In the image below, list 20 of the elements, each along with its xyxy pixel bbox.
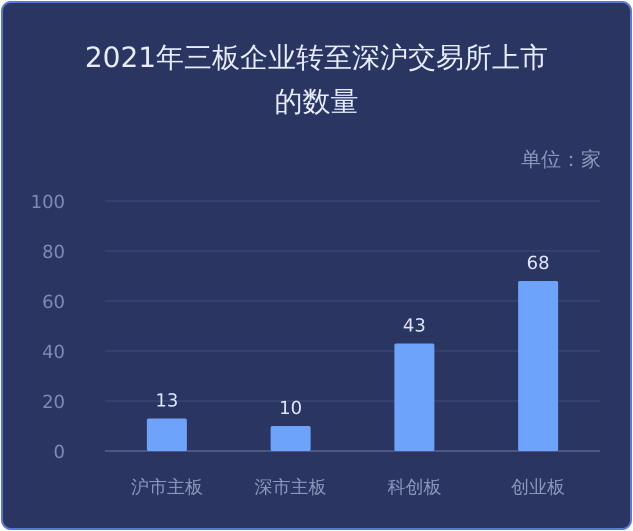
y-tick-label: 100: [30, 192, 65, 213]
y-tick-label: 0: [54, 442, 65, 463]
y-tick-label: 40: [42, 342, 65, 363]
data-label: 13: [155, 390, 178, 412]
data-label: 43: [402, 316, 426, 336]
data-label: 68: [526, 253, 550, 274]
x-tick-label: 科创板: [387, 477, 442, 498]
bar: [270, 426, 311, 451]
x-tick-label: 创业板: [511, 477, 566, 498]
data-label: 10: [279, 398, 302, 419]
y-tick-label: 60: [42, 292, 65, 313]
x-tick-label: 沪市主板: [130, 477, 203, 498]
bar: [518, 281, 558, 451]
y-tick-label: 80: [42, 242, 65, 263]
bar: [146, 418, 187, 451]
chart-title: 2021年三板企业转至深沪交易所上市的数量: [84, 40, 550, 120]
x-tick-label: 深市主板: [254, 477, 327, 498]
unit-note: 单位：家: [521, 146, 601, 173]
y-tick-label: 20: [42, 392, 65, 413]
bar: [394, 344, 434, 451]
